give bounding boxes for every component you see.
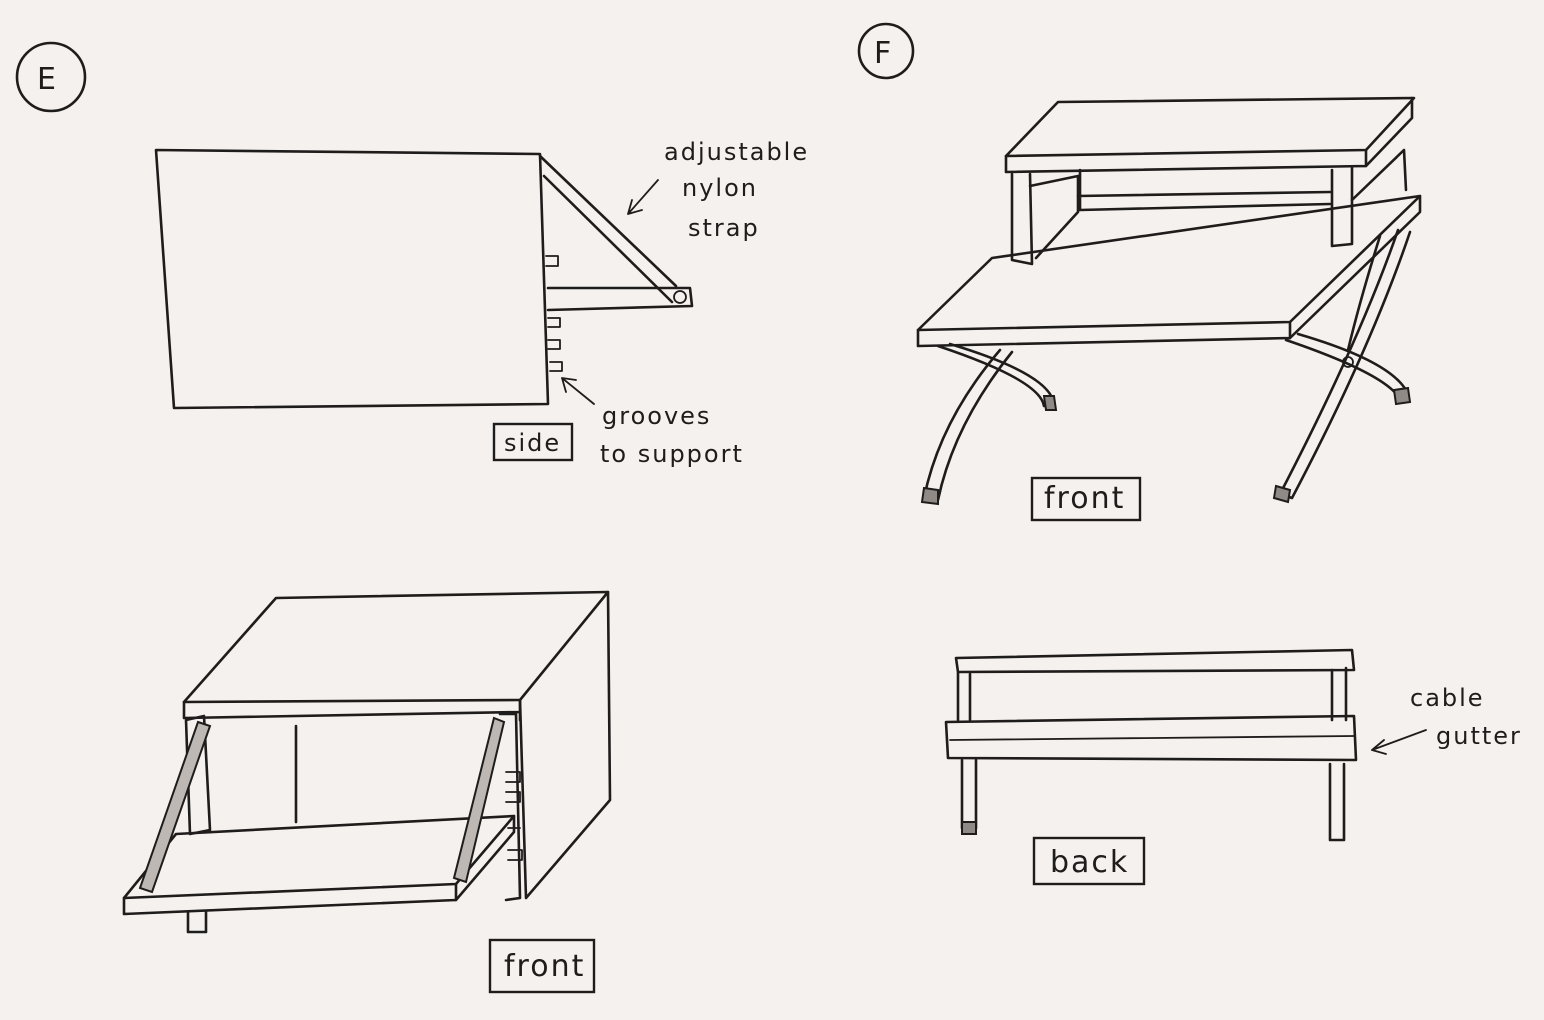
figure-e-id-circle — [15, 41, 87, 113]
left-foot-front — [920, 486, 939, 506]
strap-label-line-2: nylon — [682, 174, 758, 202]
grooves-label-line-1: grooves — [602, 402, 711, 430]
support-grooves — [545, 255, 563, 372]
cabinet-top — [182, 590, 610, 704]
figure-f: F front — [857, 22, 1522, 886]
riser-left-leg — [1010, 172, 1034, 266]
figure-e-id-label: E — [37, 62, 58, 97]
front-view-label: front — [504, 949, 585, 984]
figure-e-front-view: front — [122, 590, 612, 994]
figure-f-front-view: front — [916, 96, 1422, 522]
gutter-label-line-2: gutter — [1436, 722, 1522, 750]
back-view-label-box — [1032, 836, 1146, 886]
strap-label-line-3: strap — [688, 214, 760, 242]
riser-edge — [1004, 96, 1414, 174]
figure-e: E adjustable nylon strap grooves to supp… — [15, 41, 809, 994]
back-riser-legs — [956, 666, 1348, 722]
right-foot-front — [1272, 484, 1292, 504]
left-strap — [138, 720, 212, 894]
right-leg-pivot — [1342, 356, 1354, 368]
back-riser-top — [954, 648, 1356, 674]
figure-f-id-circle — [857, 22, 915, 80]
left-post — [184, 714, 212, 836]
cabinet-right-side — [518, 590, 612, 900]
riser-top — [1004, 96, 1416, 158]
left-foot-rear — [1042, 395, 1058, 411]
right-leg-brace — [1346, 234, 1382, 352]
side-view-label: side — [504, 429, 561, 457]
cabinet-front-rim — [182, 698, 522, 722]
shelf-arm — [546, 286, 694, 312]
f-front-view-label-box — [1030, 476, 1142, 522]
cabinet-side-panel — [154, 148, 550, 410]
figure-f-id-label: F — [874, 36, 893, 71]
back-foot-left — [961, 821, 977, 835]
shelf-leg — [186, 910, 208, 934]
right-foot-rear — [1392, 386, 1412, 406]
cable-gutter-line — [949, 735, 1355, 741]
gutter-arrow — [1371, 729, 1427, 755]
front-grooves — [505, 771, 523, 861]
riser-right-side — [1350, 148, 1408, 202]
riser-left-side — [1028, 174, 1080, 260]
back-view-label: back — [1050, 845, 1129, 880]
right-post — [498, 712, 522, 902]
back-desk-legs — [960, 758, 1346, 842]
desk-edge — [916, 194, 1422, 348]
desk-top — [916, 194, 1422, 332]
riser-back-rail — [1076, 168, 1332, 212]
gutter-label-line-1: cable — [1410, 684, 1485, 712]
f-front-view-label: front — [1044, 481, 1125, 516]
strap-label-line-1: adjustable — [664, 138, 809, 166]
figure-e-side-view: adjustable nylon strap grooves to suppor… — [154, 138, 809, 468]
grooves-label-line-2: to support — [600, 440, 744, 468]
front-view-label-box — [488, 938, 596, 994]
strap-pivot — [673, 290, 687, 304]
side-view-label-box — [492, 422, 574, 462]
left-leg-front — [922, 348, 1014, 502]
back-desk-top — [944, 714, 1358, 762]
figure-f-back-view: cable gutter back — [944, 648, 1522, 886]
nylon-strap — [538, 154, 678, 304]
strap-arrow — [627, 179, 659, 215]
right-strap — [452, 716, 506, 884]
grooves-arrow — [561, 377, 595, 405]
shelf-edge — [122, 814, 516, 916]
